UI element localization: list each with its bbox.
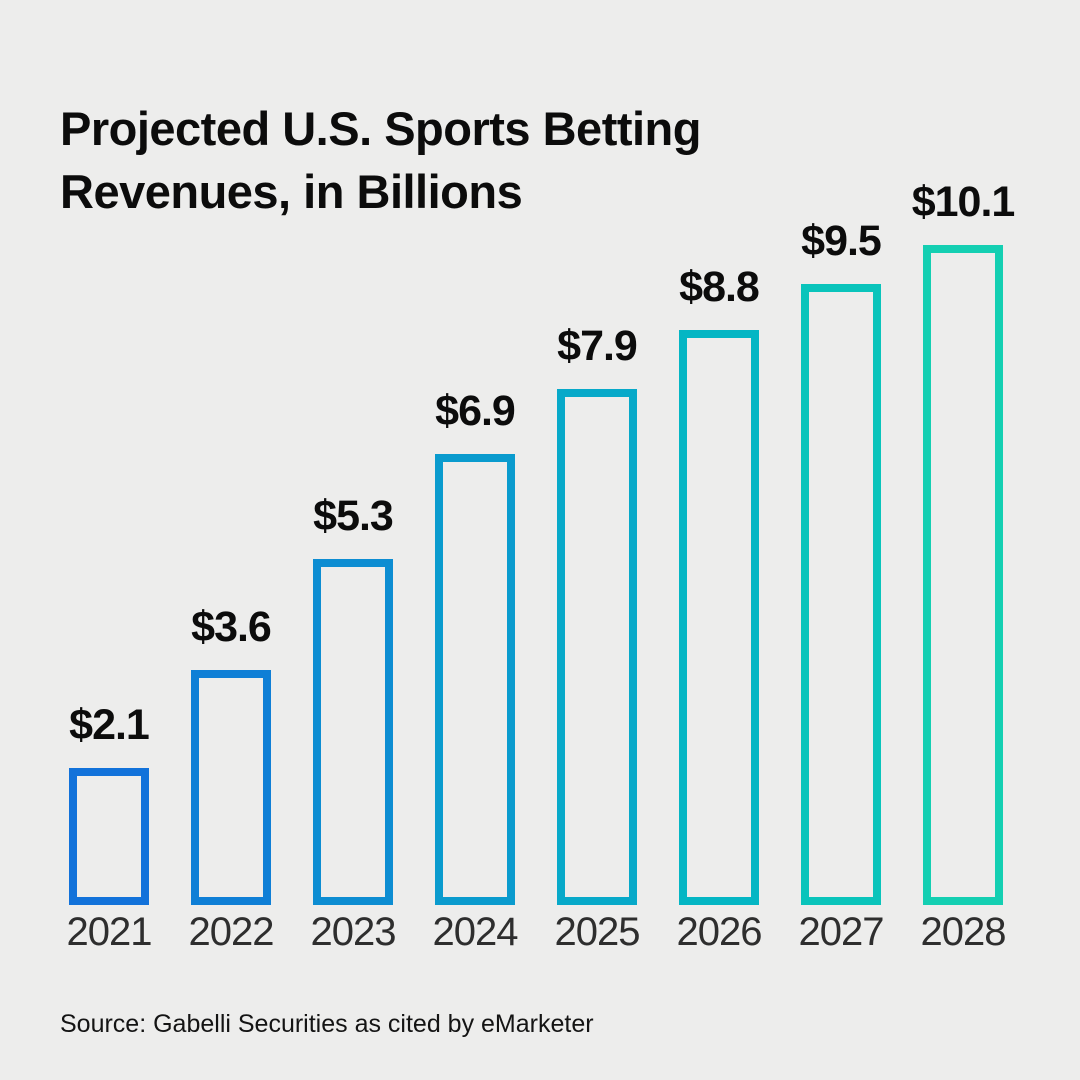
x-axis-year-label: 2023 — [310, 910, 397, 954]
bar-outline — [435, 454, 515, 905]
chart-title: Projected U.S. Sports Betting Revenues, … — [60, 102, 701, 218]
bar-outline — [313, 559, 393, 905]
bar-outline — [923, 245, 1003, 905]
bar-outline — [801, 284, 881, 905]
x-axis-year-label: 2026 — [676, 910, 763, 954]
bar-value-label: $9.5 — [801, 217, 882, 265]
bar-outline — [679, 330, 759, 905]
bar-value-label: $6.9 — [435, 387, 516, 435]
x-axis-year-label: 2028 — [920, 910, 1007, 954]
x-axis-year-label: 2025 — [554, 910, 641, 954]
x-axis-year-label: 2027 — [798, 910, 885, 954]
bar-value-label: $2.1 — [69, 701, 150, 749]
bar-outline — [557, 389, 637, 905]
x-axis-year-label: 2024 — [432, 910, 519, 954]
bar-value-label: $3.6 — [191, 603, 272, 651]
bar-outline — [191, 670, 271, 905]
bar-value-label: $8.8 — [679, 263, 760, 311]
source-note: Source: Gabelli Securities as cited by e… — [60, 1010, 594, 1038]
bar-value-label: $7.9 — [557, 322, 638, 370]
x-axis-year-label: 2021 — [66, 910, 153, 954]
bar-value-label: $10.1 — [911, 178, 1016, 226]
x-axis-year-label: 2022 — [188, 910, 275, 954]
bar-outline — [69, 768, 149, 905]
bar-value-label: $5.3 — [313, 492, 394, 540]
